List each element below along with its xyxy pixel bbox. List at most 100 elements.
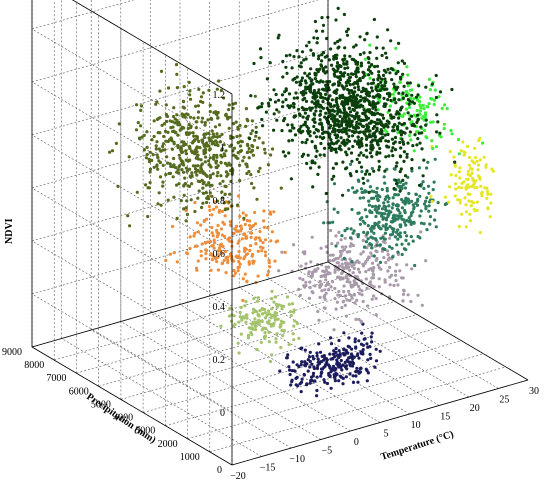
data-point bbox=[220, 251, 224, 255]
data-point bbox=[398, 186, 402, 190]
data-point bbox=[156, 117, 160, 121]
x-tick-label: −5 bbox=[321, 446, 332, 457]
data-point bbox=[436, 201, 440, 205]
data-point bbox=[244, 162, 248, 166]
data-point bbox=[358, 196, 362, 200]
data-point bbox=[339, 124, 344, 128]
data-point bbox=[160, 123, 164, 127]
data-point bbox=[334, 350, 338, 354]
data-point bbox=[206, 118, 210, 122]
data-point bbox=[316, 309, 320, 314]
data-point bbox=[360, 293, 364, 297]
data-point bbox=[212, 238, 216, 242]
data-point bbox=[408, 81, 412, 85]
data-point bbox=[392, 167, 396, 171]
data-point bbox=[355, 93, 360, 97]
data-point bbox=[462, 180, 466, 184]
data-point bbox=[283, 250, 287, 254]
data-point bbox=[267, 258, 271, 262]
data-point bbox=[237, 229, 241, 233]
data-point bbox=[220, 261, 224, 266]
data-point bbox=[442, 126, 446, 131]
data-point bbox=[280, 250, 284, 254]
data-point bbox=[335, 140, 339, 144]
data-point bbox=[328, 253, 333, 257]
data-point bbox=[308, 350, 312, 354]
data-point bbox=[203, 123, 207, 127]
data-point bbox=[383, 84, 387, 88]
data-point bbox=[342, 111, 346, 115]
data-point bbox=[294, 383, 298, 387]
data-point bbox=[231, 231, 236, 236]
data-point bbox=[272, 300, 276, 304]
data-point bbox=[273, 318, 277, 322]
data-point bbox=[364, 240, 368, 244]
data-point bbox=[364, 277, 368, 281]
data-point bbox=[282, 119, 286, 123]
data-point bbox=[348, 121, 352, 125]
data-point bbox=[367, 73, 371, 77]
data-point bbox=[237, 239, 241, 243]
data-point bbox=[375, 64, 380, 68]
z-tick-label: 0 bbox=[220, 408, 225, 419]
data-point bbox=[378, 349, 382, 353]
data-point bbox=[371, 126, 375, 131]
data-point bbox=[382, 204, 386, 208]
data-point bbox=[341, 58, 345, 63]
data-point bbox=[272, 128, 276, 132]
data-point bbox=[314, 269, 318, 273]
data-point bbox=[196, 196, 200, 200]
data-point bbox=[339, 238, 343, 242]
data-point bbox=[387, 256, 391, 260]
data-point bbox=[431, 146, 435, 151]
data-point bbox=[284, 98, 288, 102]
data-point bbox=[335, 300, 339, 304]
data-point bbox=[389, 98, 393, 103]
data-point bbox=[291, 332, 295, 336]
data-point bbox=[456, 137, 461, 142]
data-point bbox=[238, 310, 242, 314]
data-point bbox=[184, 131, 188, 135]
data-point bbox=[343, 360, 347, 364]
data-point bbox=[212, 207, 216, 211]
data-point bbox=[384, 195, 388, 199]
data-point bbox=[268, 359, 273, 364]
data-point bbox=[386, 98, 390, 102]
data-point bbox=[182, 183, 186, 187]
data-point bbox=[422, 107, 426, 111]
data-point bbox=[229, 134, 233, 138]
data-point bbox=[203, 160, 207, 164]
data-point bbox=[264, 110, 268, 114]
data-point bbox=[156, 167, 160, 171]
data-point bbox=[362, 245, 367, 249]
data-point bbox=[170, 147, 174, 151]
data-point bbox=[430, 139, 434, 143]
data-point bbox=[195, 221, 199, 225]
data-point bbox=[274, 92, 278, 97]
data-point bbox=[359, 95, 363, 99]
data-point bbox=[298, 293, 302, 297]
data-point bbox=[244, 236, 248, 240]
data-point bbox=[443, 103, 447, 107]
data-point bbox=[358, 222, 362, 226]
data-point bbox=[217, 123, 222, 127]
data-point bbox=[190, 171, 194, 175]
data-point bbox=[352, 229, 356, 233]
data-point bbox=[256, 296, 260, 300]
data-point bbox=[246, 252, 250, 256]
data-point bbox=[312, 357, 316, 361]
data-point bbox=[307, 296, 311, 300]
data-point bbox=[396, 283, 400, 287]
data-point bbox=[188, 235, 192, 239]
data-point bbox=[344, 314, 348, 318]
data-point bbox=[256, 146, 260, 150]
data-point bbox=[314, 29, 318, 33]
data-point bbox=[354, 72, 358, 76]
data-point bbox=[323, 297, 327, 301]
data-point bbox=[361, 96, 365, 100]
data-point bbox=[229, 254, 233, 258]
data-point bbox=[208, 103, 212, 107]
data-point bbox=[302, 285, 307, 289]
data-point bbox=[337, 349, 341, 353]
data-point bbox=[479, 184, 483, 188]
